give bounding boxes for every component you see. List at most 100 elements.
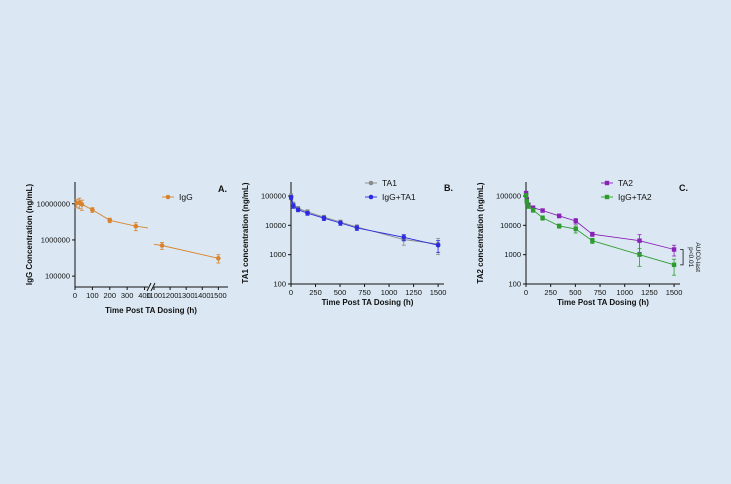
x-tick-label: 750 — [358, 288, 371, 297]
x-axis-title: Time Post TA Dosing (h) — [322, 298, 414, 307]
x-tick-label: 250 — [544, 288, 557, 297]
data-point — [540, 208, 545, 213]
legend-label: IgG+TA2 — [618, 192, 652, 202]
legend-marker — [604, 194, 610, 200]
x-tick-label: 0 — [289, 288, 293, 297]
series-line-ta2 — [525, 193, 675, 250]
data-point-igg — [107, 217, 113, 223]
y-axis-title: IgG Concentration (ng/mL) — [25, 184, 34, 286]
y-tick-label: 1000 — [504, 250, 521, 259]
x-tick-label: 1000 — [616, 288, 633, 297]
data-point — [321, 215, 327, 221]
legend-label: IgG — [179, 192, 193, 202]
data-point — [526, 204, 531, 209]
data-point — [573, 218, 578, 224]
x-tick-label: 100 — [86, 291, 99, 300]
legend-marker — [165, 194, 171, 200]
y-tick-label: 10000 — [265, 221, 286, 230]
x-axis-title: Time Post TA Dosing (h) — [105, 306, 197, 315]
data-point — [671, 247, 677, 252]
legend-marker — [368, 194, 374, 200]
legend-label: TA2 — [618, 178, 633, 188]
x-tick-label: 750 — [594, 288, 607, 297]
series-line-igg-plus-ta1 — [290, 197, 439, 246]
x-tick-label: 1500 — [210, 291, 227, 300]
data-point-igg — [133, 223, 139, 229]
legend-label: TA1 — [382, 178, 397, 188]
data-point — [305, 210, 310, 216]
data-point — [637, 238, 642, 243]
data-point — [354, 225, 360, 231]
y-axis-title: TA1 concentration (ng/mL) — [241, 182, 250, 284]
x-tick-label: 1400 — [194, 291, 211, 300]
data-point — [401, 235, 407, 240]
series-line-igg-plus-ta2 — [525, 195, 675, 266]
x-tick-label: 1300 — [178, 291, 195, 300]
legend-label: IgG+TA1 — [382, 192, 416, 202]
data-point — [338, 220, 343, 226]
series-line-igg — [76, 202, 149, 229]
panel-label: C. — [679, 183, 688, 193]
data-point — [590, 231, 595, 237]
data-point-igg — [90, 207, 95, 213]
y-tick-label: 100000 — [45, 272, 70, 281]
data-point — [590, 238, 595, 243]
x-tick-label: 200 — [104, 291, 117, 300]
axis-break-mark — [150, 282, 156, 292]
data-point — [288, 195, 294, 200]
significance-pvalue: p<0.01 — [687, 247, 694, 267]
data-point — [524, 199, 529, 204]
y-tick-label: 1000000 — [41, 235, 70, 244]
x-tick-label: 0 — [73, 291, 77, 300]
y-tick-label: 100000 — [261, 191, 286, 200]
data-point — [637, 252, 642, 257]
data-point — [556, 223, 562, 229]
y-tick-label: 10000 — [500, 221, 521, 230]
x-tick-label: 500 — [334, 288, 347, 297]
x-tick-label: 1250 — [405, 288, 422, 297]
significance-bracket — [680, 249, 684, 266]
x-tick-label: 1100 — [146, 291, 162, 300]
legend-marker — [368, 180, 374, 186]
x-tick-label: 1200 — [162, 291, 179, 300]
x-tick-label: 500 — [569, 288, 582, 297]
data-point — [295, 207, 301, 213]
data-point — [291, 203, 296, 209]
y-tick-label: 100000 — [496, 191, 521, 200]
y-tick-label: 100 — [508, 280, 521, 289]
y-tick-label: 100 — [273, 280, 286, 289]
axis-break-mark — [146, 282, 152, 292]
series-line-ta1 — [290, 195, 439, 245]
y-tick-label: 1000 — [269, 250, 286, 259]
panel-label: A. — [218, 184, 227, 194]
y-tick-label: 10000000 — [37, 199, 70, 208]
y-axis-title: TA2 concentration (ng/mL) — [476, 182, 485, 284]
x-axis-title: Time Post TA Dosing (h) — [557, 298, 649, 307]
data-point — [573, 226, 578, 232]
data-point — [530, 205, 536, 210]
data-point — [523, 190, 529, 196]
x-tick-label: 250 — [309, 288, 322, 297]
data-point — [523, 193, 529, 198]
data-point — [530, 207, 536, 213]
data-point — [556, 213, 562, 219]
data-point — [671, 262, 677, 268]
data-point — [540, 215, 545, 221]
legend-marker — [604, 180, 610, 186]
data-point-igg — [216, 256, 221, 261]
data-point — [435, 242, 441, 248]
panel-label: B. — [444, 183, 453, 193]
data-point-igg — [79, 202, 85, 207]
x-tick-label: 400 — [138, 291, 151, 300]
x-tick-label: 1500 — [666, 288, 683, 297]
significance-metric: AUC0-last — [694, 242, 701, 272]
x-tick-label: 1250 — [641, 288, 658, 297]
x-tick-label: 0 — [524, 288, 528, 297]
data-point-igg — [159, 243, 165, 248]
x-tick-label: 1000 — [381, 288, 398, 297]
x-tick-label: 1500 — [430, 288, 447, 297]
